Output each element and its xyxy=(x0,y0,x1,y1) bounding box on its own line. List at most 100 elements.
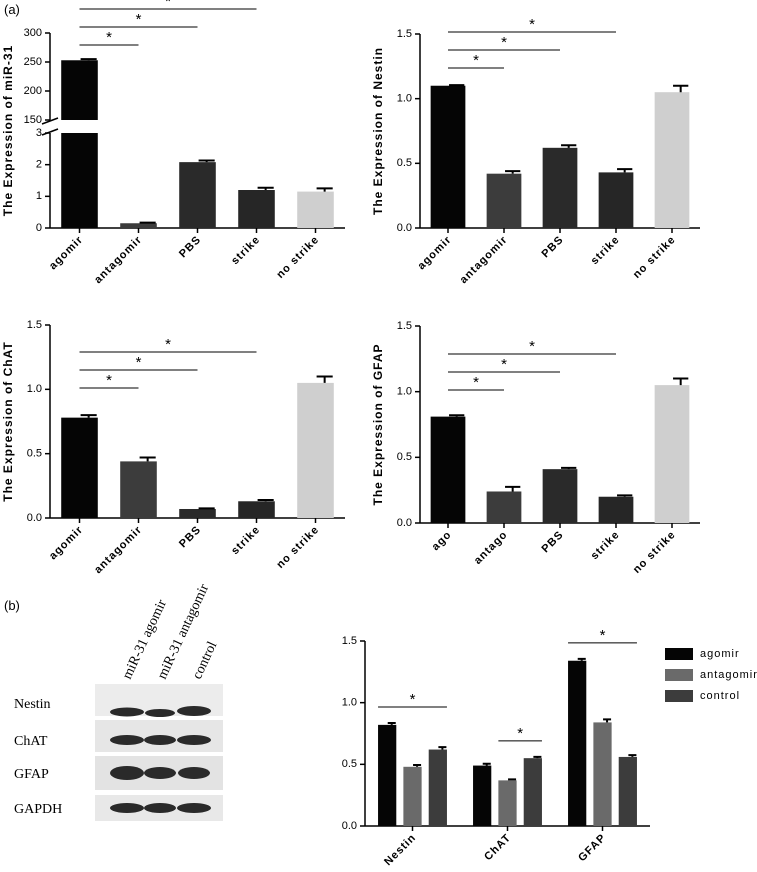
blot-row-label: Nestin xyxy=(14,697,51,712)
bar xyxy=(428,749,447,826)
bar xyxy=(618,756,637,826)
y-tick-label: 250 xyxy=(24,56,42,68)
significance-label: * xyxy=(600,627,606,644)
bar xyxy=(486,491,522,523)
error-bar xyxy=(508,778,517,781)
error-bar xyxy=(561,144,577,148)
bar xyxy=(430,416,466,523)
error-bar xyxy=(482,762,491,766)
x-tick-label: antagomir xyxy=(92,524,144,576)
y-tick-label: 0.5 xyxy=(397,157,412,169)
bar xyxy=(486,173,522,228)
panel-label: (a) xyxy=(4,2,20,17)
x-tick-label: no strike xyxy=(274,524,321,571)
x-tick-label: strike xyxy=(229,234,262,267)
panel-label: (b) xyxy=(4,598,20,613)
band xyxy=(144,803,176,813)
bar xyxy=(61,60,98,120)
x-tick-label: strike xyxy=(589,529,622,562)
x-tick-label: no strike xyxy=(274,234,321,281)
y-tick-label: 1.5 xyxy=(27,319,42,331)
error-bar xyxy=(198,159,215,163)
bar xyxy=(542,147,578,228)
error-bar xyxy=(257,186,274,190)
significance-label: * xyxy=(529,338,535,355)
x-tick-label: agomir xyxy=(47,234,86,273)
y-tick-label: 1.0 xyxy=(397,386,412,398)
band xyxy=(110,707,144,717)
bar xyxy=(179,162,216,228)
error-bar xyxy=(387,722,396,725)
x-tick-label: antagomir xyxy=(92,234,144,286)
x-tick-label: no strike xyxy=(631,529,678,576)
x-tick-label: PBS xyxy=(177,524,204,551)
error-bar xyxy=(673,377,689,386)
error-bar xyxy=(603,718,612,723)
band xyxy=(177,735,211,745)
error-bar xyxy=(80,414,97,418)
y-tick-label: 150 xyxy=(24,114,42,126)
bar xyxy=(598,172,634,228)
blot-row-label: GFAP xyxy=(14,767,49,782)
y-tick-label: 0 xyxy=(36,222,42,234)
band xyxy=(144,767,176,779)
y-tick-label: 0.0 xyxy=(397,517,412,529)
x-tick-label: antagomir xyxy=(458,234,510,286)
bar xyxy=(378,724,397,826)
significance-label: * xyxy=(106,372,112,389)
bar xyxy=(120,223,157,228)
bar xyxy=(568,660,587,826)
bar xyxy=(403,766,422,826)
significance-label: * xyxy=(165,336,171,353)
y-tick-label: 1.5 xyxy=(342,635,357,647)
error-bar xyxy=(449,84,465,87)
x-tick-label: ChAT xyxy=(482,832,513,863)
significance-label: * xyxy=(410,691,416,708)
error-bar xyxy=(561,466,577,470)
band xyxy=(110,735,144,745)
legend-swatch xyxy=(665,648,693,660)
y-tick-label: 0.5 xyxy=(397,451,412,463)
blot-column-label: control xyxy=(190,639,220,681)
axis-break xyxy=(41,117,59,136)
bar xyxy=(654,385,690,523)
bar xyxy=(654,92,690,228)
y-tick-label: 0.0 xyxy=(27,512,42,524)
error-bar xyxy=(316,187,333,192)
significance-label: * xyxy=(473,374,479,391)
x-tick-label: no strike xyxy=(631,234,678,281)
blot-row-label: GAPDH xyxy=(14,802,62,817)
significance-label: * xyxy=(501,34,507,51)
legend-swatch xyxy=(665,690,693,702)
significance-label: * xyxy=(165,0,171,10)
western-blot: Nestin ChAT GFAP GAPDH miR-31 agomir miR… xyxy=(14,582,223,821)
bar xyxy=(523,758,542,826)
bar xyxy=(593,722,612,826)
x-tick-label: PBS xyxy=(540,234,567,261)
significance-label: * xyxy=(106,29,112,46)
blot-row-label: ChAT xyxy=(14,734,48,749)
y-tick-label: 1.0 xyxy=(342,697,357,709)
x-tick-label: PBS xyxy=(540,529,567,556)
x-tick-label: agomir xyxy=(47,524,86,563)
significance-label: * xyxy=(501,356,507,373)
x-tick-label: agomir xyxy=(415,234,454,273)
y-tick-label: 0.5 xyxy=(342,758,357,770)
bar xyxy=(297,382,334,518)
significance-label: * xyxy=(517,725,523,742)
error-bar xyxy=(617,168,633,173)
y-tick-label: 1.0 xyxy=(397,93,412,105)
x-tick-label: PBS xyxy=(177,234,204,261)
bar xyxy=(542,469,578,523)
bar xyxy=(297,191,334,228)
y-tick-label: 0.5 xyxy=(27,448,42,460)
y-tick-label: 1 xyxy=(36,190,42,202)
y-tick-label: 1.0 xyxy=(27,383,42,395)
error-bar xyxy=(449,414,465,417)
x-tick-label: Nestin xyxy=(382,832,419,869)
x-tick-label: strike xyxy=(229,524,262,557)
y-tick-label: 1.5 xyxy=(397,28,412,40)
error-bar xyxy=(257,498,274,502)
error-bar xyxy=(316,375,333,383)
error-bar xyxy=(139,221,156,224)
